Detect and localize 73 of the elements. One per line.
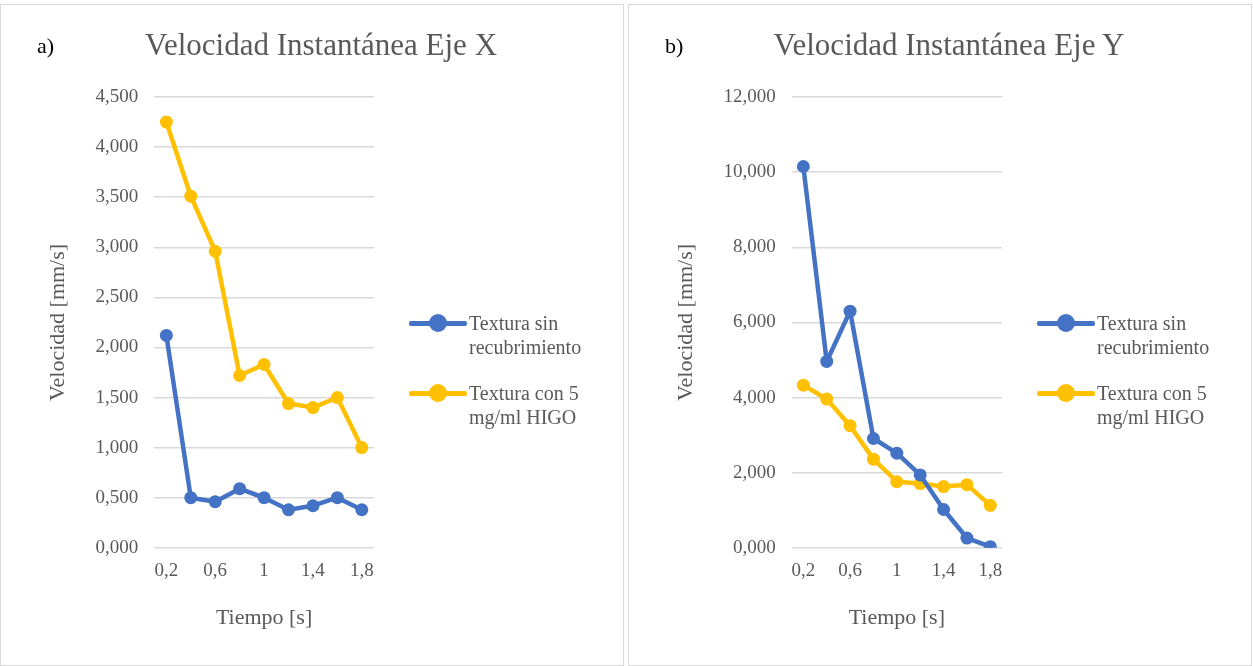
point	[330, 491, 344, 505]
y-axis-title: Velocidad [mm/s]	[43, 243, 69, 401]
point	[796, 378, 810, 392]
point	[233, 482, 247, 496]
point	[208, 495, 222, 509]
point	[866, 431, 880, 445]
point	[282, 503, 295, 517]
y-tick-label: 1,500	[95, 385, 139, 407]
x-tick-label: 1	[259, 559, 269, 581]
point	[796, 160, 810, 173]
chart-title: Velocidad Instantánea Eje Y	[772, 27, 1126, 63]
x-tick-label: 0,2	[154, 559, 179, 581]
y-tick-label: 0,000	[95, 535, 139, 557]
y-tick-label: 0,000	[732, 535, 776, 557]
y-tick-label: 12,000	[723, 84, 776, 106]
point	[937, 502, 951, 516]
point	[184, 491, 198, 505]
x-axis-title: Tiempo [s]	[848, 603, 946, 629]
y-tick-label: 1,000	[95, 435, 139, 457]
text: b)	[665, 33, 684, 59]
y-tick-label: 8,000	[732, 235, 776, 257]
point	[306, 401, 320, 415]
y-axis-title: Velocidad [mm/s]	[671, 243, 697, 401]
y-tick-label: 3,000	[95, 235, 139, 257]
y-tick-label: 10,000	[723, 160, 776, 182]
legend-label: Textura con 5 mg/ml HIGO	[1097, 381, 1208, 429]
point	[843, 419, 857, 433]
point	[184, 189, 198, 203]
point	[330, 391, 344, 405]
x-tick-label: 0,6	[203, 559, 228, 581]
legend-label: Textura con 5 mg/ml HIGO	[469, 381, 580, 429]
point	[913, 468, 927, 482]
y-tick-label: 0,500	[95, 485, 139, 507]
legend-label: Textura sin recubrimiento	[469, 311, 583, 359]
x-tick-label: 0,2	[791, 559, 816, 581]
point	[960, 531, 974, 545]
text: a)	[37, 33, 55, 59]
point	[257, 357, 271, 371]
point	[282, 397, 295, 411]
point	[355, 503, 369, 517]
x-tick-label: 1,8	[978, 559, 1003, 581]
y-tick-label: 2,500	[95, 285, 139, 307]
point	[159, 115, 173, 129]
point	[257, 491, 271, 505]
y-tick-label: 4,000	[95, 135, 139, 157]
point	[208, 244, 222, 258]
point	[233, 368, 247, 382]
point	[820, 354, 834, 368]
y-tick-label: 2,000	[732, 460, 776, 482]
point	[937, 480, 951, 494]
y-tick-label: 4,000	[732, 385, 776, 407]
point	[983, 498, 997, 512]
y-tick-label: 4,500	[95, 84, 139, 106]
point	[960, 478, 974, 492]
point	[843, 304, 857, 318]
point	[890, 475, 904, 489]
y-tick-label: 3,500	[95, 185, 139, 207]
x-axis-title: Tiempo [s]	[215, 603, 313, 629]
legend-label: Textura sin recubrimiento	[1097, 311, 1211, 359]
point	[866, 452, 880, 466]
point	[890, 446, 904, 460]
chart-title: Velocidad Instantánea Eje X	[143, 27, 499, 63]
x-tick-label: 1,4	[301, 559, 326, 581]
y-tick-label: 6,000	[732, 310, 776, 332]
point	[355, 441, 369, 455]
x-tick-label: 1,8	[349, 559, 374, 581]
point	[820, 392, 834, 406]
point	[159, 328, 173, 342]
x-tick-label: 1,4	[931, 559, 956, 581]
x-tick-label: 1	[892, 559, 902, 581]
point	[306, 499, 320, 513]
x-tick-label: 0,6	[838, 559, 862, 581]
y-tick-label: 2,000	[95, 335, 139, 357]
